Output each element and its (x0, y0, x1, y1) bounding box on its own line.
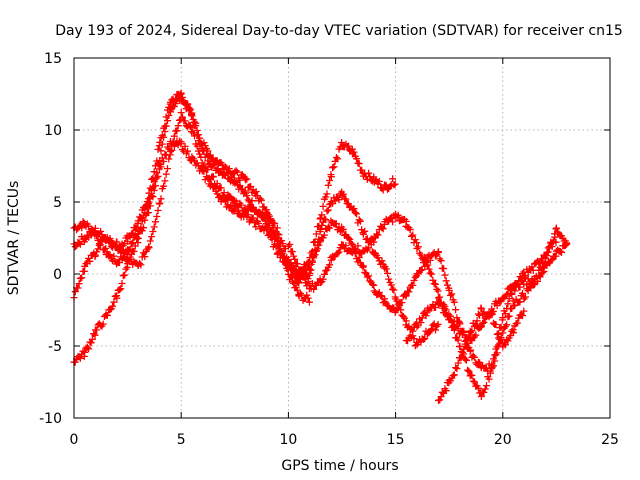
series-track-6 (402, 233, 560, 400)
x-tick-label: 25 (601, 432, 619, 448)
tick-labels: 0 5 10 15 20 25 -10 -5 0 5 10 15 (39, 51, 619, 448)
data-points (70, 89, 571, 404)
series-track-1 (70, 90, 313, 306)
series-markers (284, 224, 571, 375)
series-markers (435, 304, 528, 404)
y-tick-label: 10 (44, 123, 62, 139)
x-axis-label: GPS time / hours (281, 458, 398, 474)
y-tick-label: 0 (53, 267, 62, 283)
chart-title: Day 193 of 2024, Sidereal Day-to-day VTE… (55, 23, 623, 39)
x-tick-label: 10 (279, 432, 297, 448)
y-tick-label: -10 (39, 411, 62, 427)
series-markers (402, 233, 560, 400)
y-tick-label: 5 (53, 195, 62, 211)
y-tick-label: -5 (48, 339, 62, 355)
axis-ticks (73, 57, 611, 419)
y-axis-label: SDTVAR / TECUs (6, 181, 22, 296)
x-tick-label: 15 (387, 432, 405, 448)
x-tick-label: 0 (70, 432, 79, 448)
y-tick-label: 15 (44, 51, 62, 67)
x-tick-label: 5 (177, 432, 186, 448)
series-track-7 (435, 304, 528, 404)
series-markers (70, 90, 313, 306)
series-track-5 (284, 224, 571, 375)
grid-lines (74, 58, 610, 418)
plot-frame (73, 57, 611, 419)
x-tick-label: 20 (494, 432, 512, 448)
